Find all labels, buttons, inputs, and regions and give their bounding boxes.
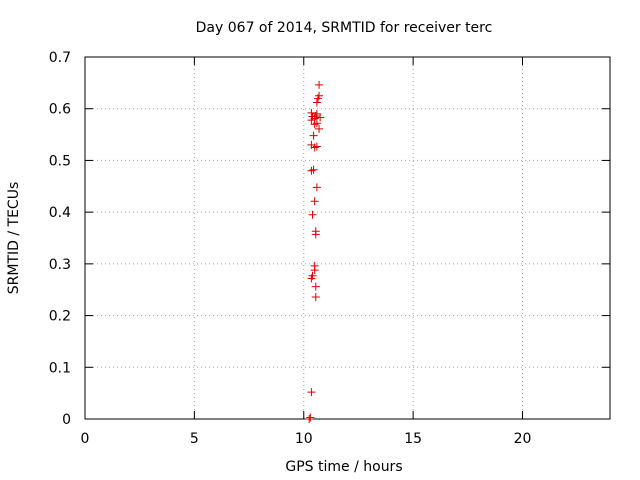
- axes: [84, 56, 611, 420]
- data-point: [307, 116, 316, 125]
- data-point: [312, 183, 321, 192]
- data-point: [310, 261, 319, 270]
- data-point: [307, 388, 316, 397]
- y-tick-label: 0.6: [49, 102, 71, 118]
- data-point: [315, 80, 324, 89]
- y-axis-label: SRMTID / TECUs: [6, 182, 22, 295]
- data-point: [309, 131, 318, 140]
- plot-border: [84, 56, 611, 420]
- data-point: [307, 108, 316, 117]
- data-point: [311, 292, 320, 301]
- data-point: [310, 197, 319, 206]
- data-point: [312, 109, 321, 118]
- y-tick-label: 0.3: [49, 257, 71, 273]
- data-point: [311, 111, 320, 120]
- x-tick-label: 0: [81, 431, 90, 447]
- data-point: [309, 165, 318, 174]
- data-point: [315, 124, 324, 133]
- grid: [85, 57, 610, 419]
- data-points: [305, 80, 325, 423]
- y-tick-label: 0: [62, 412, 71, 428]
- data-point: [308, 112, 317, 121]
- x-axis-label: GPS time / hours: [285, 459, 402, 475]
- tick-labels: 0 5 10 15 20 0 0.1 0.2 0.3 0.4 0.5 0.6 0.7: [49, 50, 532, 447]
- data-point: [308, 271, 317, 280]
- x-tick-label: 10: [295, 431, 313, 447]
- data-point: [312, 98, 321, 107]
- data-point: [315, 91, 324, 100]
- data-point: [316, 113, 325, 122]
- y-tick-label: 0.4: [49, 205, 71, 221]
- x-tick-label: 20: [514, 431, 532, 447]
- data-point: [306, 413, 315, 422]
- chart-title: Day 067 of 2014, SRMTID for receiver ter…: [196, 20, 493, 36]
- data-point: [312, 142, 321, 151]
- data-point: [305, 415, 314, 423]
- data-point: [308, 210, 317, 219]
- y-tick-label: 0.2: [49, 309, 71, 325]
- y-tick-label: 0.7: [49, 50, 71, 66]
- data-point: [312, 119, 321, 128]
- x-tick-label: 5: [190, 431, 199, 447]
- y-tick-label: 0.5: [49, 153, 71, 169]
- data-point: [311, 227, 320, 236]
- data-point: [311, 282, 320, 291]
- y-tick-label: 0.1: [49, 360, 71, 376]
- x-tick-label: 15: [404, 431, 422, 447]
